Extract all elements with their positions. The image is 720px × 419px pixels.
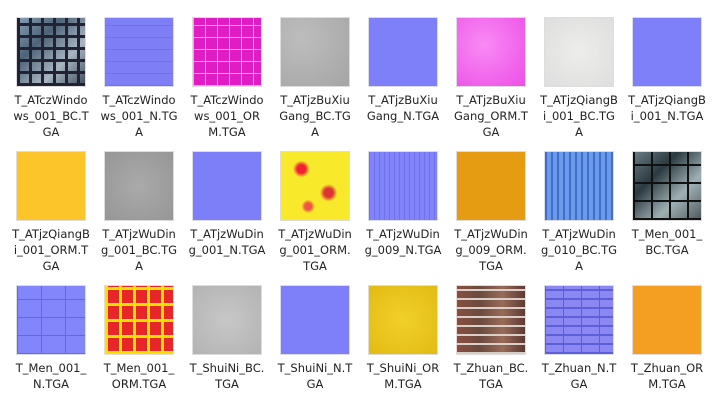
file-item[interactable]: T_ATjzWuDing_001_ORM.TGA — [271, 151, 359, 285]
file-item[interactable]: T_ATjzQiangBi_001_N.TGA — [623, 17, 711, 151]
file-name: T_Men_001_N.TGA — [15, 361, 87, 391]
file-item[interactable]: T_ATczWindows_001_BC.TGA — [7, 17, 95, 151]
thumbnail — [456, 285, 526, 355]
file-name: T_ATjzQiangBi_001_ORM.TGA — [12, 227, 90, 273]
file-name: T_Men_001_ORM.TGA — [103, 361, 175, 391]
file-item[interactable]: T_ATjzWuDing_009_N.TGA — [359, 151, 447, 285]
thumbnail — [544, 151, 614, 221]
thumbnail — [16, 285, 86, 355]
thumbnail — [104, 17, 174, 87]
file-name: T_ATczWindows_001_BC.TGA — [13, 93, 89, 139]
file-name: T_ShuiNi_N.TGA — [277, 361, 353, 391]
thumbnail — [368, 151, 438, 221]
thumbnail — [544, 285, 614, 355]
file-name: T_Men_001_BC.TGA — [631, 227, 703, 257]
thumbnail — [192, 285, 262, 355]
file-name: T_ATczWindows_001_ORM.TGA — [190, 93, 264, 139]
thumbnail — [368, 285, 438, 355]
thumbnail — [632, 151, 702, 221]
file-item[interactable]: T_ATjzBuXiuGang_N.TGA — [359, 17, 447, 151]
thumbnail — [16, 17, 86, 87]
thumbnail — [192, 17, 262, 87]
file-item[interactable]: T_ATjzQiangBi_001_ORM.TGA — [7, 151, 95, 285]
thumbnail — [368, 17, 438, 87]
file-name: T_ATjzWuDing_001_N.TGA — [188, 227, 266, 257]
file-item[interactable]: T_ATjzBuXiuGang_BC.TGA — [271, 17, 359, 151]
thumbnail — [16, 151, 86, 221]
file-item[interactable]: T_ATczWindows_001_ORM.TGA — [183, 17, 271, 151]
file-explorer: T_ATczWindows_001_BC.TGA T_ATczWindows_00… — [7, 17, 711, 391]
file-name: T_ATjzBuXiuGang_BC.TGA — [279, 93, 351, 139]
file-item[interactable]: T_ATjzWuDing_001_N.TGA — [183, 151, 271, 285]
file-name: T_ShuiNi_BC.TGA — [189, 361, 265, 391]
file-item[interactable]: T_ATjzQiangBi_001_BC.TGA — [535, 17, 623, 151]
file-name: T_ATjzWuDing_010_BC.TGA — [540, 227, 618, 273]
file-item[interactable]: T_Men_001_ORM.TGA — [95, 285, 183, 419]
file-name: T_ATjzWuDing_009_ORM.TGA — [454, 227, 528, 273]
file-item[interactable]: T_ATczWindows_001_N.TGA — [95, 17, 183, 151]
file-name: T_ATjzQiangBi_001_N.TGA — [628, 93, 706, 123]
file-name: T_ATczWindows_001_N.TGA — [100, 93, 178, 139]
file-item[interactable]: T_ShuiNi_ORM.TGA — [359, 285, 447, 419]
file-name: T_ATjzWuDing_001_ORM.TGA — [278, 227, 352, 273]
file-item[interactable]: T_ShuiNi_BC.TGA — [183, 285, 271, 419]
thumbnail — [280, 17, 350, 87]
thumbnail — [280, 151, 350, 221]
file-name: T_Zhuan_BC.TGA — [453, 361, 529, 391]
file-name: T_ATjzBuXiuGang_ORM.TGA — [454, 93, 528, 139]
thumbnail — [544, 17, 614, 87]
thumbnail — [632, 17, 702, 87]
file-item[interactable]: T_Zhuan_BC.TGA — [447, 285, 535, 419]
thumbnail — [280, 285, 350, 355]
file-item[interactable]: T_Zhuan_N.TGA — [535, 285, 623, 419]
thumbnail — [632, 285, 702, 355]
file-name: T_Zhuan_ORM.TGA — [630, 361, 704, 391]
file-item[interactable]: T_ATjzWuDing_009_ORM.TGA — [447, 151, 535, 285]
file-item[interactable]: T_Men_001_BC.TGA — [623, 151, 711, 285]
file-name: T_ATjzQiangBi_001_BC.TGA — [540, 93, 618, 139]
thumbnail — [104, 151, 174, 221]
file-item[interactable]: T_Zhuan_ORM.TGA — [623, 285, 711, 419]
thumbnail — [192, 151, 262, 221]
file-item[interactable]: T_ShuiNi_N.TGA — [271, 285, 359, 419]
thumbnail — [456, 151, 526, 221]
thumbnail — [104, 285, 174, 355]
file-name: T_ATjzWuDing_009_N.TGA — [364, 227, 442, 257]
file-name: T_Zhuan_N.TGA — [541, 361, 617, 391]
file-name: T_ATjzWuDing_001_BC.TGA — [100, 227, 178, 273]
file-item[interactable]: T_ATjzWuDing_001_BC.TGA — [95, 151, 183, 285]
file-name: T_ShuiNi_ORM.TGA — [366, 361, 440, 391]
file-item[interactable]: T_Men_001_N.TGA — [7, 285, 95, 419]
file-name: T_ATjzBuXiuGang_N.TGA — [366, 93, 440, 123]
file-item[interactable]: T_ATjzBuXiuGang_ORM.TGA — [447, 17, 535, 151]
thumbnail — [456, 17, 526, 87]
file-item[interactable]: T_ATjzWuDing_010_BC.TGA — [535, 151, 623, 285]
